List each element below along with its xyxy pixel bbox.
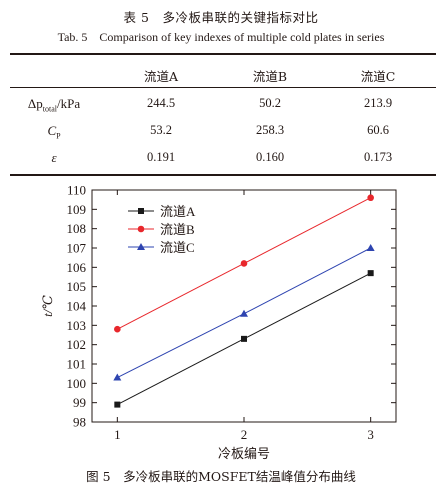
data-point (367, 270, 374, 277)
legend-marker (137, 243, 145, 250)
table-cell: 244.5 (146, 96, 176, 110)
row-label-pressure-drop: Δptotal/kPa (27, 96, 81, 114)
data-point (240, 309, 248, 317)
plot-frame (91, 189, 397, 423)
legend-label: 流道C (160, 240, 195, 255)
table-caption-en: Tab. 5 Comparison of key indexes of mult… (57, 30, 385, 44)
x-tick-label: 1 (114, 427, 121, 442)
data-point (113, 373, 122, 381)
y-tick-label: 103 (67, 318, 87, 333)
data-point (240, 260, 248, 267)
y-tick-label: 104 (67, 299, 87, 314)
legend-marker (138, 208, 144, 214)
x-tick-label: 3 (367, 427, 374, 442)
y-tick-label: 107 (67, 241, 87, 256)
table-caption-cn: 表 5 多冷板串联的关键指标对比 (123, 10, 319, 25)
y-tick-label: 108 (67, 221, 87, 236)
data-point (114, 401, 121, 408)
figure-caption: 图 5 多冷板串联的MOSFET结温峰值分布曲线 (86, 469, 356, 484)
x-tick-label: 2 (241, 427, 248, 442)
legend-label: 流道A (160, 204, 196, 219)
table-header-a: 流道A (143, 69, 179, 84)
data-point (114, 325, 121, 333)
y-tick-label: 98 (73, 415, 86, 430)
y-tick-label: 102 (67, 337, 87, 352)
table-cell: 0.173 (363, 150, 393, 164)
y-tick-label: 101 (67, 357, 87, 372)
table-cell: 258.3 (255, 123, 285, 137)
y-tick-label: 105 (67, 279, 87, 294)
row-label-cp: CP (47, 123, 61, 141)
x-axis-label: 冷板编号 (218, 446, 270, 461)
y-tick-label: 99 (73, 395, 86, 410)
y-tick-label: 100 (67, 376, 87, 391)
data-point (366, 244, 375, 251)
table-cell: 0.160 (255, 150, 285, 164)
row-label-epsilon: ε (51, 150, 57, 165)
table-cell: 53.2 (150, 123, 172, 137)
table-cell: 213.9 (363, 96, 393, 110)
data-point (241, 335, 247, 342)
y-tick-label: 110 (67, 183, 86, 198)
legend-marker (137, 225, 145, 233)
y-axis-label: t/℃ (40, 295, 55, 317)
table-cell: 60.6 (367, 123, 389, 137)
y-tick-label: 106 (67, 260, 87, 275)
data-point (367, 194, 374, 202)
legend-label: 流道B (160, 222, 195, 237)
table-mid-rule (10, 87, 436, 88)
line-chart: 98 99 100 101 102 103 104 105 106 107 108 109 110 1 2 3… (40, 183, 397, 461)
table-top-rule (10, 53, 436, 55)
y-tick-label: 109 (67, 202, 87, 217)
table-header-c: 流道C (360, 69, 396, 84)
table-bottom-rule (10, 174, 436, 176)
table-cell: 0.191 (146, 150, 176, 164)
table-cell: 50.2 (259, 96, 281, 110)
table-header-b: 流道B (252, 69, 288, 84)
